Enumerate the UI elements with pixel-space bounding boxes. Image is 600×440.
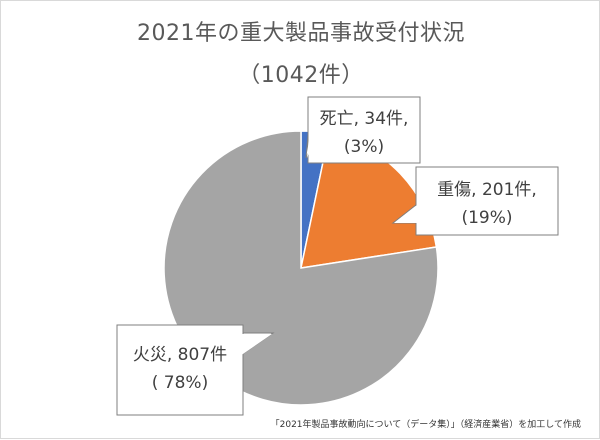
- data-label-text: 火災, 807件: [133, 345, 227, 365]
- callout-box: [116, 324, 244, 416]
- data-label-text: (19%): [461, 208, 512, 228]
- data-label-callouts: 死亡, 34件, (3%) 重傷, 201件, (19%) 火災, 807件 ( 78%): [116, 96, 559, 416]
- callout-box: [307, 96, 421, 164]
- callout-pointer-join: [307, 135, 309, 158]
- source-note: 「2021年製品事故動向について（データ集）」（経済産業省）を加工して作成: [270, 420, 581, 430]
- callout-box: [415, 166, 559, 236]
- chart-subtitle: （1042件）: [238, 63, 364, 88]
- callout-pointer-join: [222, 334, 272, 356]
- data-label-1: 死亡, 34件, (3%): [305, 96, 421, 164]
- data-label-text: 重傷, 201件,: [437, 180, 537, 200]
- chart-title: 2021年の重大製品事故受付状況: [137, 21, 465, 46]
- callout-pointer-join: [394, 205, 417, 223]
- data-label-2: 重傷, 201件, (19%): [391, 166, 559, 236]
- data-label-3: 火災, 807件 ( 78%): [116, 324, 275, 416]
- data-label-text: 死亡, 34件,: [320, 109, 409, 129]
- data-label-text: ( 78%): [152, 373, 208, 393]
- data-label-text: (3%): [344, 137, 384, 157]
